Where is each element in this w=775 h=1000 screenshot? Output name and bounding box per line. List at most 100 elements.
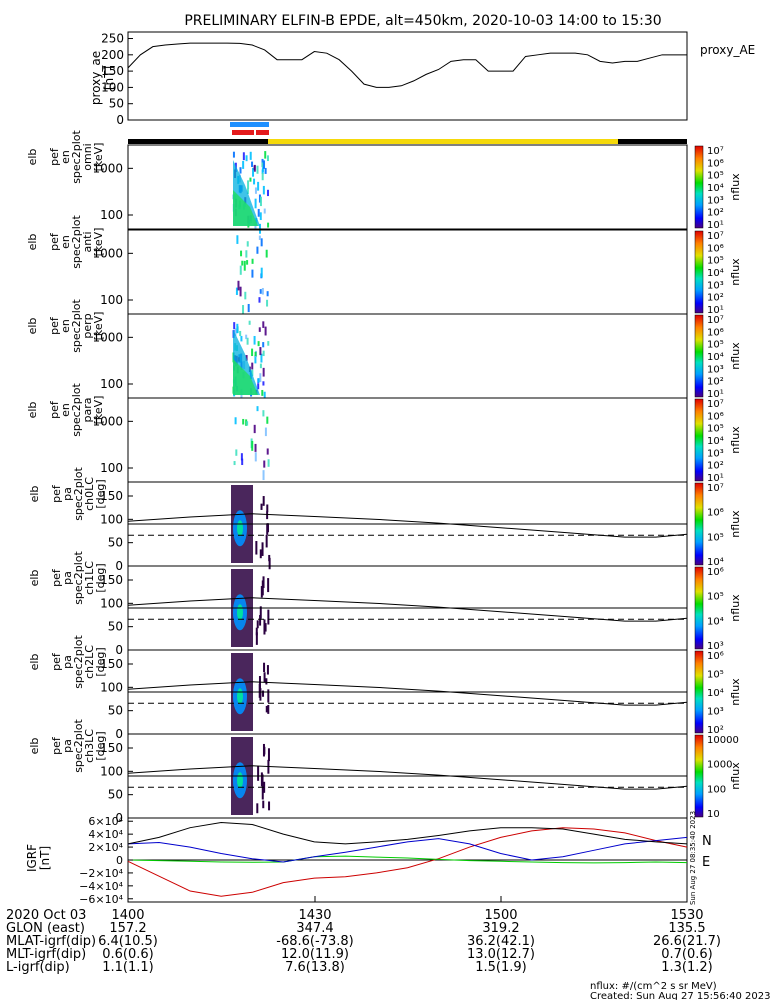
footer-units: nflux: #/(cm^2 s sr MeV) — [590, 981, 717, 992]
igrf-bx-line — [127, 836, 688, 863]
flux-streak — [254, 351, 257, 357]
colorbar-tick-label: 10⁴ — [707, 352, 724, 363]
ylabel-line: spec2plot — [70, 383, 83, 437]
flux-streak — [254, 452, 257, 462]
colorbar-tick-label: 10² — [707, 725, 724, 736]
blue-bar — [230, 122, 269, 127]
ylabel-line: [keV] — [92, 228, 105, 257]
panel-frame — [127, 144, 688, 230]
colorbar-tick-label: 10⁴ — [707, 268, 724, 279]
flux-streak — [262, 185, 265, 195]
pa-flux-streak — [267, 609, 270, 625]
ylabel-line: elb — [28, 570, 41, 587]
pa-flux-streak — [263, 672, 266, 682]
pa-flux-streak — [263, 781, 266, 793]
y-tick-label: 100 — [100, 596, 123, 610]
flux-streak — [259, 373, 262, 383]
ylabel-line: pef — [48, 316, 61, 335]
pa-flux-center — [237, 772, 243, 789]
y-tick-label: 0 — [116, 854, 123, 867]
flux-streak — [260, 238, 263, 247]
flux-patch-low — [233, 190, 258, 226]
y-tick-label: 100 — [100, 208, 123, 222]
colorbar-tick-label: 10¹ — [707, 220, 724, 231]
x-row-label: GLON (east) — [6, 921, 85, 936]
panel-igrf: 6×10⁴4×10⁴2×10⁴0−2×10⁴−4×10⁴−6×10⁴IGRF[n… — [25, 811, 712, 906]
flux-streak — [258, 327, 261, 332]
colorbar-tick-label: 10⁴ — [707, 557, 724, 568]
x-row-label: 2020 Oct 03 — [6, 908, 86, 923]
colorbar-tick-label: 10⁵ — [707, 256, 724, 267]
pa-flux-streak — [259, 606, 262, 619]
pa-flux-streak — [255, 632, 258, 645]
proxy-ae-tick-label: 200 — [101, 48, 124, 62]
ylabel-line: [nT] — [102, 66, 116, 90]
ylabel-line: elb — [26, 318, 39, 335]
colorbar-tick-label: 10⁵ — [707, 424, 724, 435]
proxy-ae-tick-label: 150 — [101, 64, 124, 78]
pa-flux-streak — [259, 615, 262, 626]
y-tick-label: 1000 — [92, 161, 123, 175]
ylabel-line: [keV] — [92, 312, 105, 341]
x-row-value: 347.4 — [296, 921, 333, 936]
x-row-label: MLAT-igrf(dip) — [6, 934, 96, 949]
y-tick-label: 50 — [108, 704, 123, 718]
y-tick-label: 50 — [108, 620, 123, 634]
ylabel-line: spec2plot — [72, 635, 85, 689]
flux-streak — [245, 155, 248, 162]
ylabel-line: pa — [61, 739, 74, 753]
flux-streak — [252, 167, 255, 177]
colorbar-tick-label: 10⁷ — [707, 231, 724, 242]
flux-streak — [246, 337, 249, 345]
ylabel-line: pa — [61, 655, 74, 669]
flux-streak — [245, 334, 248, 340]
colorbar-label: nflux — [729, 173, 742, 201]
x-row-value: 1.5(1.9) — [475, 960, 527, 975]
flux-streak — [256, 406, 259, 412]
colorbar-label: nflux — [729, 510, 742, 538]
footer-created: Created: Sun Aug 27 15:56:40 2023 — [590, 991, 770, 1000]
flux-streak — [266, 291, 269, 297]
pa-flux-streak — [256, 803, 259, 814]
flux-streak — [251, 362, 254, 370]
flux-streak — [234, 328, 237, 336]
ylabel-line: spec2plot — [70, 299, 83, 353]
flux-streak — [254, 355, 257, 364]
igrf-e-line — [127, 855, 688, 864]
flux-streak — [247, 303, 250, 313]
flux-streak — [266, 416, 269, 424]
pa-flux-streak — [259, 689, 262, 701]
flux-streak — [261, 162, 264, 168]
pa-flux-streak — [255, 627, 258, 636]
flux-streak — [262, 342, 265, 348]
flux-streak — [242, 418, 245, 425]
flux-streak — [248, 320, 251, 325]
flux-streak — [239, 265, 242, 275]
proxy-ae-line — [127, 42, 687, 88]
ylabel-line: pef — [48, 400, 61, 419]
ylabel-line: para — [81, 398, 94, 423]
pa-flux-streak — [262, 496, 265, 506]
colorbar-tick-label: 10³ — [707, 364, 724, 375]
flux-streak — [259, 363, 262, 369]
ylabel-line: en — [59, 235, 72, 249]
flux-streak — [241, 260, 244, 266]
colorbar-tick-label: 10⁴ — [707, 436, 724, 447]
flux-streak — [239, 167, 242, 174]
pa-flux-streak — [262, 743, 265, 757]
flux-streak — [266, 189, 269, 197]
x-row-value: 7.6(13.8) — [285, 960, 345, 975]
flux-streak — [258, 194, 261, 203]
colorbar-tick-label: 10⁶ — [707, 651, 724, 662]
colorbar-tick-label: 10⁷ — [707, 315, 724, 326]
y-tick-label: 1000 — [92, 330, 123, 344]
flux-streak — [264, 167, 267, 174]
colorbar-tick-label: 100 — [707, 784, 726, 795]
ylabel-line: pef — [48, 147, 61, 166]
igrf-bt-line — [127, 822, 688, 845]
figure-title: PRELIMINARY ELFIN-B EPDE, alt=450km, 202… — [184, 13, 661, 29]
created-vertical-note: Sun Aug 27 08:35:40 2023 — [689, 811, 697, 905]
ylabel-line: en — [59, 319, 72, 333]
